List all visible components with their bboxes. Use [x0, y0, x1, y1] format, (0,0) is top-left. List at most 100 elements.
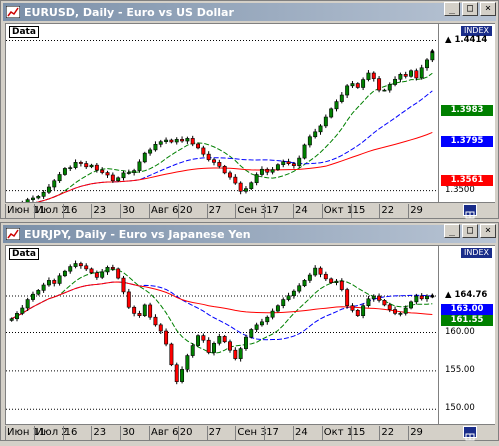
- candle: [180, 136, 185, 143]
- window-title: EURJPY, Daily - Euro vs Japanese Yen: [24, 227, 251, 241]
- time-axis-separator: [91, 426, 93, 440]
- candle: [334, 279, 339, 286]
- minimize-button[interactable]: _: [444, 224, 460, 238]
- candlestick-plot[interactable]: [6, 246, 438, 424]
- price-scale[interactable]: INDEX ▲ 164.76 160.00 155.00 150.00 163.00 16…: [438, 246, 495, 424]
- candle: [84, 263, 89, 272]
- candle: [62, 269, 67, 278]
- candle: [196, 334, 201, 347]
- candle: [393, 76, 398, 87]
- time-axis-label: 24: [295, 205, 308, 216]
- candle: [100, 268, 105, 280]
- candle: [350, 80, 355, 88]
- candle: [222, 335, 227, 344]
- candle: [249, 181, 254, 190]
- close-button[interactable]: ×: [480, 2, 496, 16]
- time-axis-separator: [350, 204, 352, 218]
- title-bar[interactable]: EURUSD, Daily - Euro vs US Dollar: [3, 3, 496, 21]
- candle: [164, 328, 169, 347]
- title-bar[interactable]: EURJPY, Daily - Euro vs Japanese Yen: [3, 225, 496, 243]
- candle: [238, 181, 243, 195]
- price-scale[interactable]: INDEX ▲ 1.4414 1.3500 1.3983 1.3795 1.3561: [438, 24, 495, 202]
- candle: [419, 293, 424, 301]
- time-axis-separator: [321, 204, 323, 218]
- candle: [116, 267, 121, 280]
- candle: [355, 82, 360, 89]
- candle: [132, 168, 137, 176]
- candle: [148, 147, 153, 156]
- candle: [307, 134, 312, 148]
- candle: [62, 167, 67, 176]
- candle: [323, 114, 328, 129]
- time-axis-label: 27: [208, 205, 222, 216]
- candle: [100, 167, 105, 175]
- time-axis-separator: [408, 204, 410, 218]
- candle: [126, 288, 131, 309]
- candle: [259, 166, 264, 177]
- candle: [169, 138, 174, 144]
- candle: [94, 163, 99, 173]
- time-axis-separator: [293, 204, 294, 218]
- candle: [419, 64, 424, 80]
- time-axis-separator: [149, 426, 150, 440]
- time-axis-label: 29: [410, 205, 423, 216]
- price-chart[interactable]: INDEX ▲ 1.4414 1.3500 1.3983 1.3795 1.3561 D…: [5, 23, 495, 203]
- candle: [36, 195, 41, 200]
- candle: [137, 310, 142, 318]
- candle: [302, 279, 307, 288]
- time-axis-label: Сен 3: [237, 427, 267, 438]
- candle: [25, 197, 30, 202]
- candle: [190, 343, 195, 358]
- candle: [387, 82, 392, 93]
- candle: [244, 186, 248, 194]
- price-tick-label: 1.3500: [445, 184, 475, 195]
- chart-window-icon: [6, 6, 20, 18]
- candle: [281, 297, 286, 309]
- candle: [21, 200, 23, 202]
- time-axis-separator: [206, 204, 208, 218]
- chart-window-eurjpy[interactable]: EURJPY, Daily - Euro vs Japanese Yen _ □…: [0, 222, 499, 441]
- candle: [313, 265, 318, 277]
- maximize-button[interactable]: □: [462, 2, 478, 16]
- candle: [307, 272, 312, 283]
- candle: [382, 88, 387, 92]
- candle: [398, 311, 403, 317]
- time-axis-label: 15: [352, 427, 366, 438]
- time-axis[interactable]: Июн 11 Июл 2 16 23 30 Авг 6 20 27 Сен 3 17 24 Окт 1…: [5, 426, 437, 440]
- candle: [339, 92, 344, 104]
- minimize-button[interactable]: _: [444, 2, 460, 16]
- candle: [425, 294, 429, 302]
- candle: [339, 278, 344, 292]
- chart-window-eurusd[interactable]: EURUSD, Daily - Euro vs US Dollar _ □ × …: [0, 0, 499, 219]
- maximize-button[interactable]: □: [462, 224, 478, 238]
- candle: [169, 342, 174, 367]
- candle: [105, 170, 110, 178]
- time-axis-label: 15: [352, 205, 366, 216]
- candle: [46, 184, 51, 194]
- candle: [73, 260, 78, 269]
- candle: [302, 143, 307, 160]
- time-axis[interactable]: Июн 11 Июл 2 16 23 30 Авг 6 20 27 Сен 3 17 24 Окт 1…: [5, 204, 437, 218]
- time-axis-label: 24: [295, 427, 308, 438]
- chart-shift-icon[interactable]: [463, 426, 477, 441]
- candle: [126, 169, 131, 175]
- time-axis-label: Сен 3: [237, 205, 267, 216]
- candle: [185, 136, 190, 144]
- time-axis-separator: [206, 426, 208, 440]
- candle: [361, 77, 366, 91]
- time-axis-label: 20: [179, 427, 193, 438]
- candle: [409, 300, 414, 310]
- moving-average-line: [35, 90, 433, 202]
- candle: [345, 287, 350, 309]
- close-button[interactable]: ×: [480, 224, 496, 238]
- time-axis-label: 27: [208, 427, 222, 438]
- time-axis-separator: [235, 204, 237, 218]
- price-chart[interactable]: INDEX ▲ 164.76 160.00 155.00 150.00 163.00 16…: [5, 245, 495, 425]
- price-tick-label: 155.00: [445, 364, 475, 375]
- candle: [132, 305, 137, 317]
- candle: [180, 366, 185, 384]
- price-tick-label: 160.00: [445, 326, 475, 337]
- candlestick-plot[interactable]: [6, 24, 438, 202]
- chart-shift-icon[interactable]: [463, 204, 477, 219]
- time-axis-label: Июн 11: [7, 427, 46, 438]
